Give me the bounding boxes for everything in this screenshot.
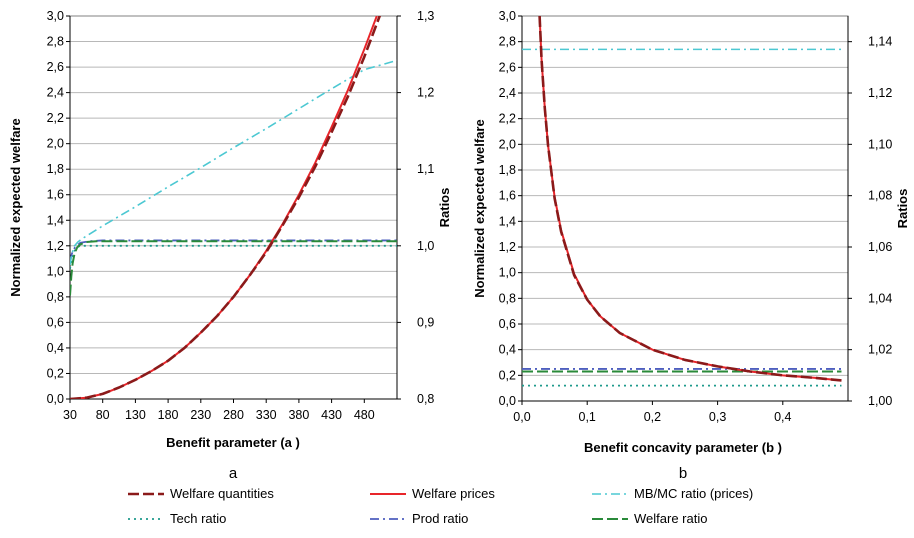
legend-item: Welfare ratio (592, 511, 707, 526)
x-tick-label: 130 (125, 408, 146, 422)
y-tick-label: 0,2 (47, 366, 64, 380)
y-tick-label: 1,6 (499, 189, 516, 203)
series-line-welfare-prices (70, 16, 378, 399)
x-tick-label: 430 (321, 408, 342, 422)
y-tick-label: 0,0 (499, 394, 516, 408)
y2-axis-label: Ratios (437, 188, 452, 228)
x-tick-label: 180 (158, 408, 179, 422)
series-line-welfare-ratio (70, 240, 397, 296)
x-tick-label: 80 (96, 408, 110, 422)
y-tick-label: 2,8 (47, 35, 64, 49)
panel-label: a (229, 465, 238, 482)
y-tick-label: 2,4 (47, 86, 64, 100)
y2-tick-label: 1,00 (868, 394, 892, 408)
plot-frame (521, 15, 849, 402)
y-tick-label: 0,6 (47, 315, 64, 329)
y-tick-label: 0,8 (499, 291, 516, 305)
x-axis-label: Benefit concavity parameter (b ) (584, 440, 782, 455)
series-line-prod-ratio (70, 239, 397, 262)
y-tick-label: 2,6 (499, 60, 516, 74)
y2-tick-label: 1,2 (417, 86, 434, 100)
x-tick-label: 330 (256, 408, 277, 422)
y2-tick-label: 1,14 (868, 35, 892, 49)
legend-label: Welfare quantities (170, 486, 274, 501)
legend-label: Welfare prices (412, 486, 495, 501)
legend-item: Tech ratio (128, 511, 226, 526)
y-axis-label: Normalized expected welfare (8, 118, 23, 296)
x-tick-label: 480 (354, 408, 375, 422)
legend-item: MB/MC ratio (prices) (592, 486, 753, 501)
series-line-welfare-quantities (70, 16, 382, 399)
series-line-welfare-quantities (538, 16, 842, 382)
chart-a: 0,0 0,2 0,4 0,6 0,8 1,0 1,2 1,4 1,6 1,8 2,0 2,2 2,4 2… (8, 9, 452, 482)
legend-label: Prod ratio (412, 511, 468, 526)
chart-b: 0,0 0,2 0,4 0,6 0,8 1,0 1,2 1,4 1,6 1,8 2,0 2,2 2,4 2… (472, 9, 910, 482)
y2-tick-label: 1,1 (417, 162, 434, 176)
y-tick-label: 2,8 (499, 35, 516, 49)
y-tick-label: 1,4 (47, 213, 64, 227)
y-tick-label: 0,4 (499, 343, 516, 357)
panel-label: b (679, 465, 687, 482)
x-tick-label: 0,1 (579, 410, 596, 424)
y-tick-label: 1,6 (47, 188, 64, 202)
x-tick-label: 0,3 (709, 410, 726, 424)
y-tick-label: 1,4 (499, 214, 516, 228)
legend-label: Tech ratio (170, 511, 226, 526)
y-tick-label: 1,0 (47, 264, 64, 278)
y2-tick-label: 1,08 (868, 189, 892, 203)
legend-item: Welfare quantities (128, 486, 274, 501)
y2-tick-label: 1,0 (417, 239, 434, 253)
y2-tick-label: 1,04 (868, 291, 892, 305)
y-tick-label: 2,4 (499, 86, 516, 100)
y-tick-label: 3,0 (499, 9, 516, 23)
y-tick-label: 2,2 (47, 111, 64, 125)
y2-tick-label: 1,12 (868, 86, 892, 100)
x-tick-label: 0,0 (513, 410, 530, 424)
y-tick-label: 0,8 (47, 290, 64, 304)
series-line-mbmc-ratio (70, 59, 397, 266)
legend-item: Welfare prices (370, 486, 495, 501)
y-tick-label: 0,6 (499, 317, 516, 331)
y-tick-label: 0,2 (499, 368, 516, 382)
x-tick-label: 30 (63, 408, 77, 422)
y-tick-label: 1,8 (499, 163, 516, 177)
y2-tick-label: 1,02 (868, 343, 892, 357)
plot-frame (69, 15, 398, 400)
y-tick-label: 0,0 (47, 392, 64, 406)
y2-axis-label: Ratios (895, 189, 910, 229)
y-tick-label: 2,0 (499, 137, 516, 151)
legend-item: Prod ratio (370, 511, 468, 526)
y-tick-label: 2,6 (47, 60, 64, 74)
series-line-welfare-prices (538, 16, 842, 382)
x-tick-label: 230 (190, 408, 211, 422)
y-tick-label: 2,0 (47, 137, 64, 151)
x-tick-label: 280 (223, 408, 244, 422)
y-tick-label: 1,2 (47, 239, 64, 253)
y-tick-label: 2,2 (499, 112, 516, 126)
y-axis-label: Normalized expected welfare (472, 119, 487, 297)
y-tick-label: 0,4 (47, 341, 64, 355)
legend-label: Welfare ratio (634, 511, 707, 526)
x-axis-label: Benefit parameter (a ) (166, 435, 300, 450)
y2-tick-label: 0,8 (417, 392, 434, 406)
y-tick-label: 1,0 (499, 266, 516, 280)
y2-tick-label: 0,9 (417, 315, 434, 329)
y2-tick-label: 1,10 (868, 137, 892, 151)
y2-tick-label: 1,06 (868, 240, 892, 254)
y-tick-label: 1,8 (47, 162, 64, 176)
y2-tick-label: 1,3 (417, 9, 434, 23)
y-tick-label: 1,2 (499, 240, 516, 254)
legend: Welfare quantities Welfare prices MB/MC ra… (128, 486, 753, 526)
series-line-tech-ratio (70, 244, 397, 269)
x-tick-label: 0,2 (644, 410, 661, 424)
x-tick-label: 380 (288, 408, 309, 422)
legend-label: MB/MC ratio (prices) (634, 486, 753, 501)
x-tick-label: 0,4 (774, 410, 791, 424)
y-tick-label: 3,0 (47, 9, 64, 23)
